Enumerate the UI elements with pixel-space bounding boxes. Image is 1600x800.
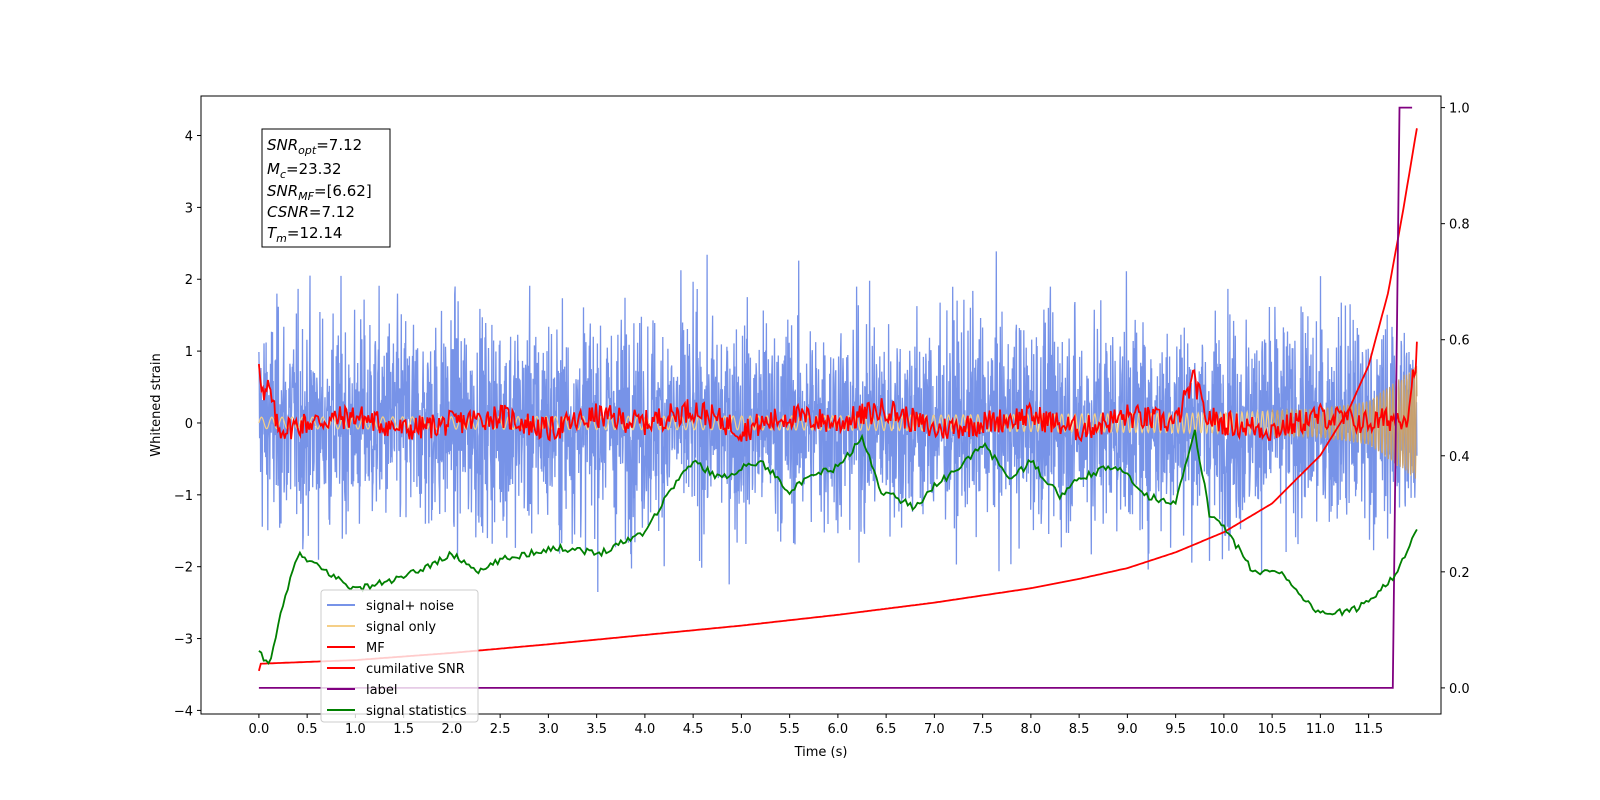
x-tick-label: 2.0	[442, 722, 463, 737]
x-tick-label: 10.5	[1258, 722, 1287, 737]
series-signal-plus-noise	[258, 251, 1418, 593]
x-tick-label: 9.0	[1117, 722, 1138, 737]
y-axis-left: −4 −3 −2 −1 0 1 2 3 4	[174, 130, 201, 719]
legend-entry: signal only	[327, 620, 436, 635]
y2-tick-label: 0.8	[1449, 218, 1470, 233]
x-tick-label: 3.0	[538, 722, 559, 737]
x-tick-label: 6.0	[828, 722, 849, 737]
y2-tick-label: 0.2	[1449, 566, 1470, 581]
y-tick-label: −3	[174, 633, 193, 648]
legend-label: signal only	[366, 620, 436, 635]
x-tick-label: 5.5	[779, 722, 800, 737]
y-tick-label: 4	[185, 130, 193, 145]
legend-entry: signal statistics	[327, 704, 467, 719]
x-tick-label: 1.5	[393, 722, 414, 737]
tm-text: Tm=12.14	[267, 224, 342, 245]
x-tick-label: 5.0	[731, 722, 752, 737]
x-tick-label: 8.5	[1069, 722, 1090, 737]
x-tick-label: 3.5	[586, 722, 607, 737]
y-tick-label: −4	[174, 704, 193, 719]
x-tick-label: 11.0	[1306, 722, 1335, 737]
series-label	[258, 106, 1413, 689]
legend-frame	[320, 589, 479, 723]
series-signal-statistics	[258, 429, 1418, 665]
legend-label: label	[366, 683, 397, 698]
x-tick-label: 9.5	[1165, 722, 1186, 737]
y-tick-label: 0	[185, 417, 193, 432]
y-axis-label: Whitened strain	[149, 353, 164, 456]
x-tick-label: 1.0	[345, 722, 366, 737]
x-tick-label: 7.0	[924, 722, 945, 737]
x-tick-label: 4.0	[635, 722, 656, 737]
x-tick-label: 11.5	[1354, 722, 1383, 737]
y-tick-label: 3	[185, 201, 193, 216]
legend-label: signal statistics	[366, 704, 467, 719]
y2-tick-label: 0.0	[1449, 682, 1470, 697]
x-tick-label: 0.5	[297, 722, 318, 737]
snr-annotation-box: SNRopt=7.12 Mc=23.32 SNRMF=[6.62] CSNR=7…	[261, 128, 391, 248]
y2-tick-label: 0.4	[1449, 450, 1470, 465]
mc-text: Mc=23.32	[267, 160, 342, 181]
y-axis-right: 0.0 0.2 0.4 0.6 0.8 1.0	[1441, 102, 1470, 697]
series-mf	[258, 341, 1418, 443]
legend-entry: label	[327, 683, 397, 698]
y2-tick-label: 1.0	[1449, 102, 1470, 117]
legend-entry: signal+ noise	[327, 599, 454, 614]
snr-mf-text: SNRMF=[6.62]	[267, 182, 372, 203]
plot-frame	[200, 95, 1442, 715]
x-tick-label: 10.0	[1209, 722, 1238, 737]
y-tick-label: 2	[185, 273, 193, 288]
x-tick-label: 0.0	[249, 722, 270, 737]
x-tick-label: 2.5	[490, 722, 511, 737]
legend-entry: cumilative SNR	[327, 662, 465, 677]
legend-entry: MF	[327, 641, 385, 656]
y2-tick-label: 0.6	[1449, 334, 1470, 349]
csnr-text: CSNR=7.12	[267, 203, 355, 221]
legend-label: cumilative SNR	[366, 662, 465, 677]
legend-label: signal+ noise	[366, 599, 454, 614]
x-tick-label: 7.5	[972, 722, 993, 737]
x-axis-label: Time (s)	[794, 745, 848, 760]
legend: signal+ noise signal only MF cumilative SNR…	[320, 589, 479, 723]
y-tick-label: −2	[174, 561, 193, 576]
y-tick-label: 1	[185, 345, 193, 360]
x-tick-label: 8.0	[1021, 722, 1042, 737]
legend-label: MF	[366, 641, 385, 656]
y-tick-label: −1	[174, 489, 193, 504]
x-tick-label: 4.5	[683, 722, 704, 737]
x-tick-label: 6.5	[876, 722, 897, 737]
x-axis: 0.0 0.5 1.0 1.5 2.0 2.5 3.0 3.5 4.0 4.5 5.0 5.5 6.0 6…	[249, 714, 1383, 737]
snr-opt-text: SNRopt=7.12	[267, 136, 362, 157]
